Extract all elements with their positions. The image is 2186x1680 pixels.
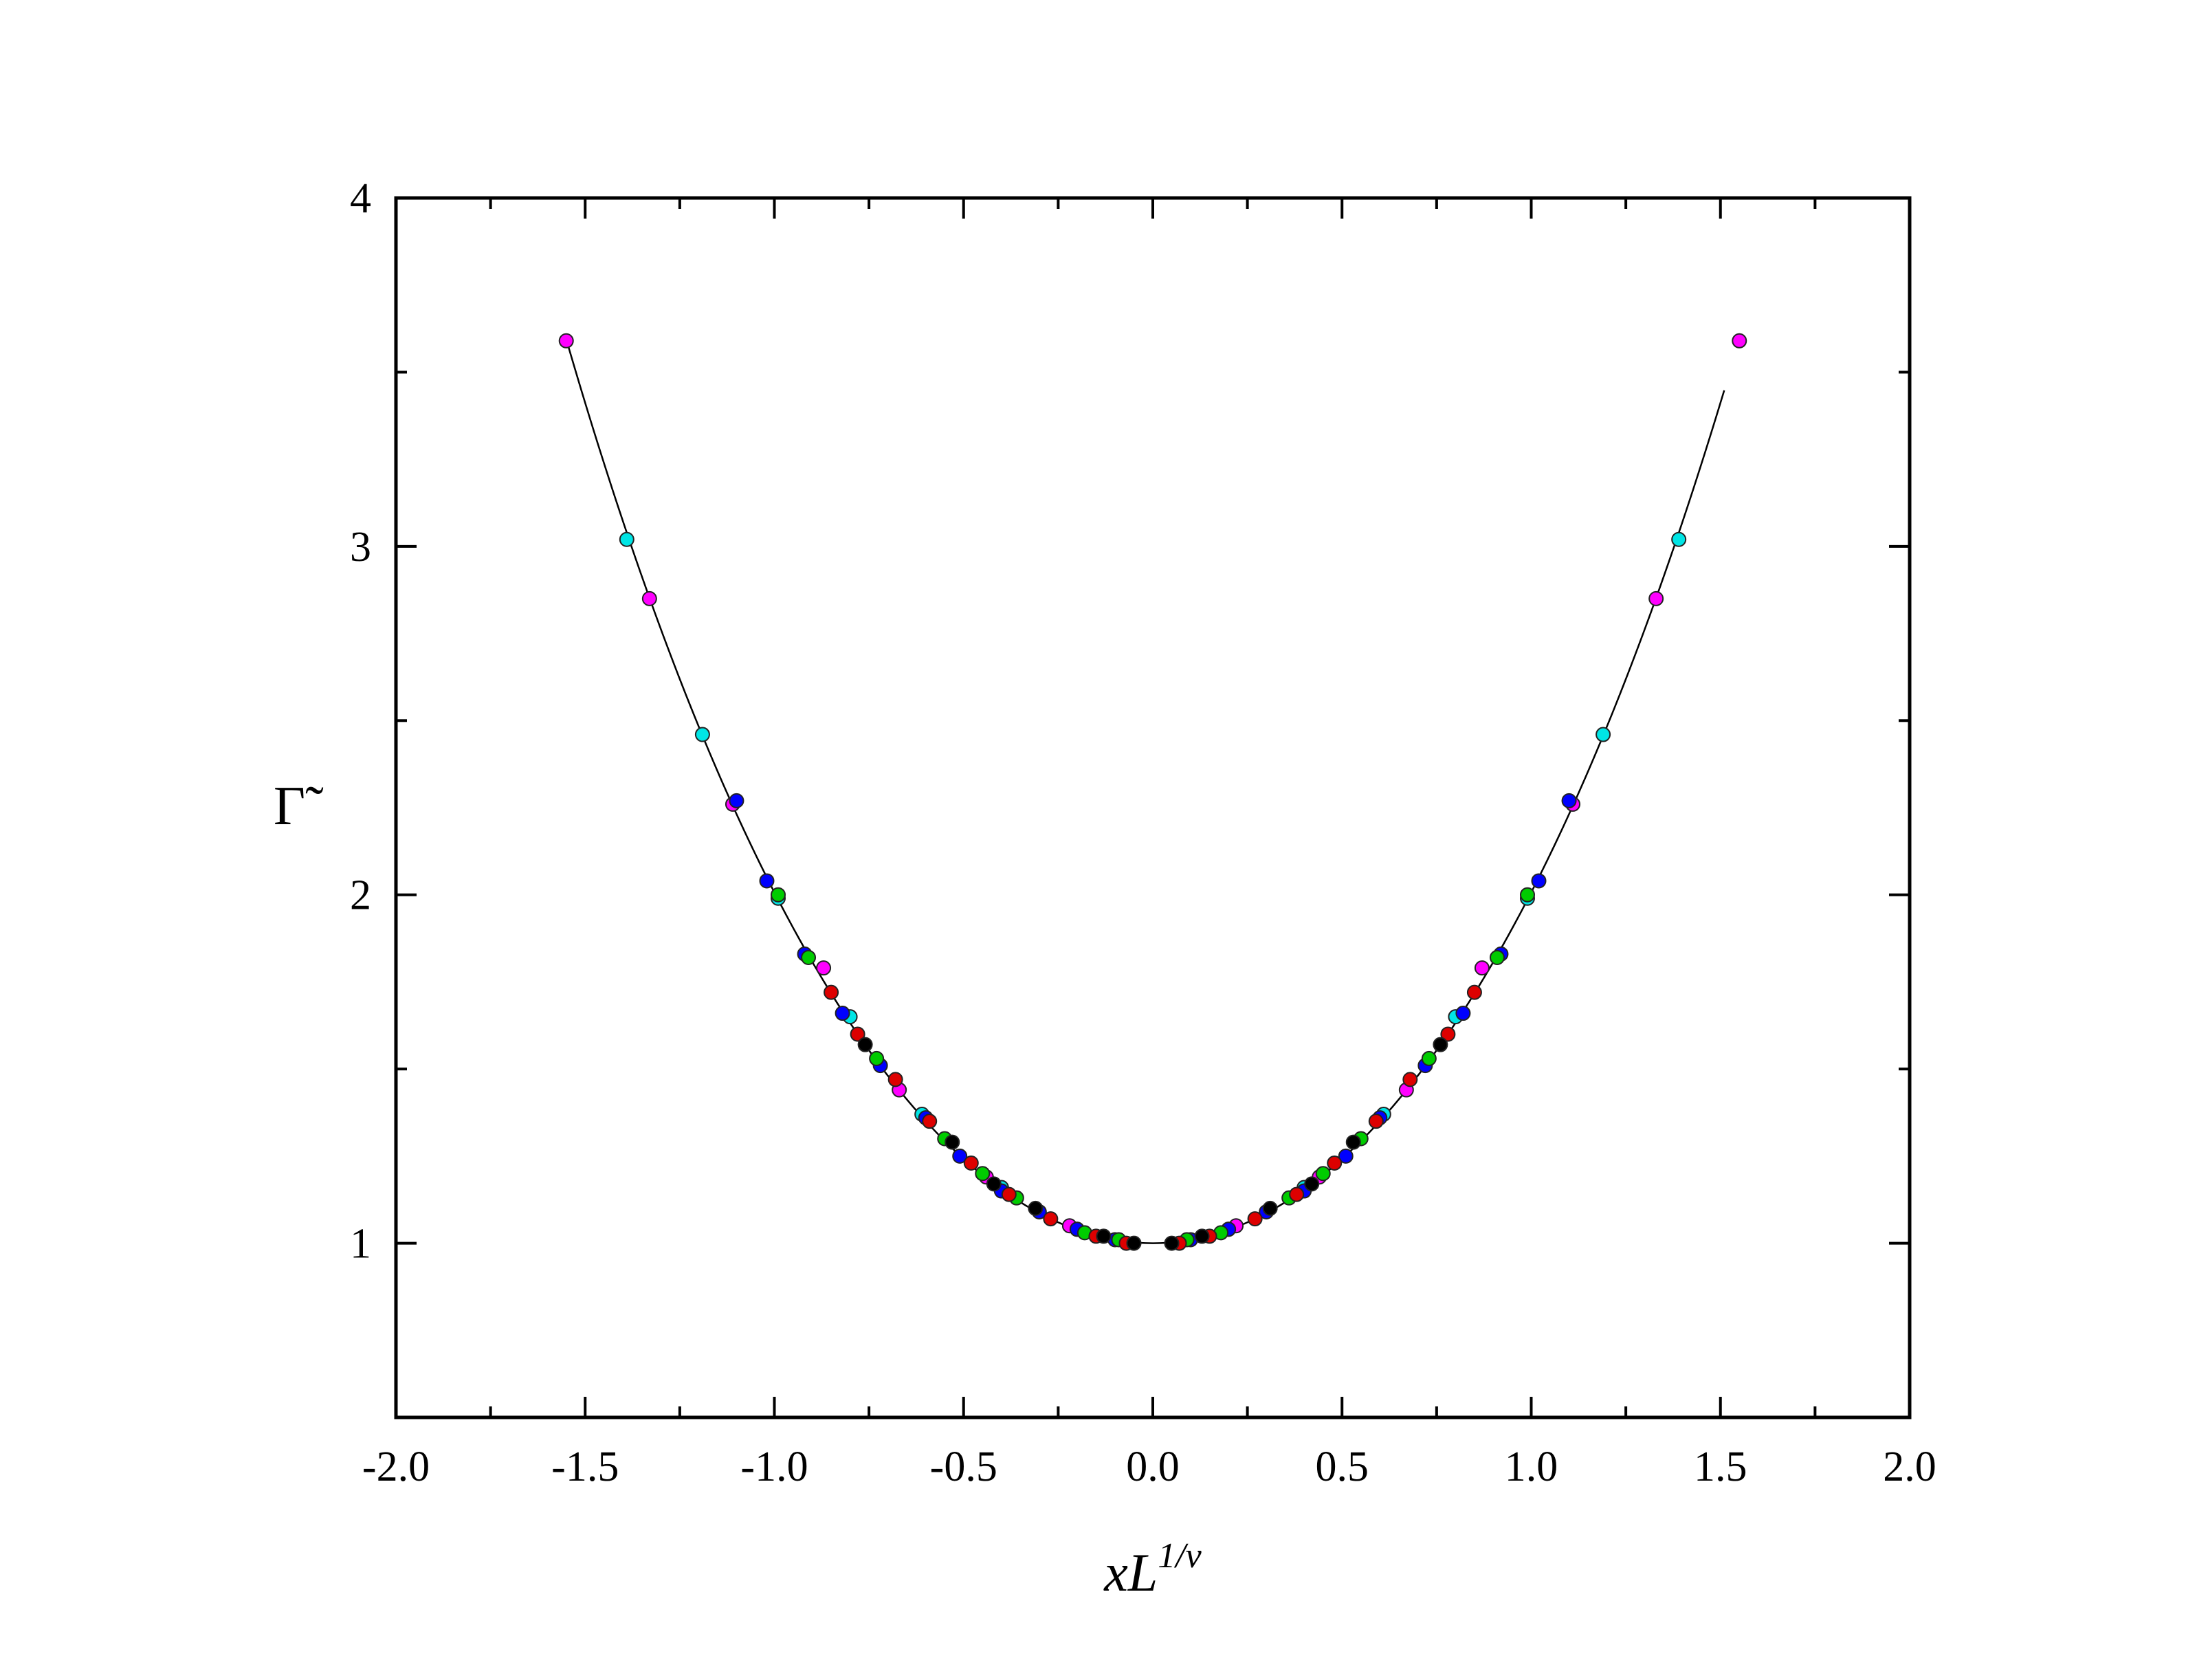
data-point xyxy=(1327,1155,1343,1171)
data-point xyxy=(816,960,832,976)
data-point xyxy=(986,1176,1002,1192)
data-point xyxy=(1368,1114,1384,1129)
data-points-layer xyxy=(558,333,1747,1251)
x-axis-title: xL1/ν xyxy=(1103,1536,1202,1602)
x-tick-label: 2.0 xyxy=(1883,1444,1936,1490)
fit-curve-layer xyxy=(565,339,1725,1244)
x-tick-label: 1.5 xyxy=(1694,1444,1747,1490)
x-tick-label: 1.0 xyxy=(1505,1444,1558,1490)
data-point xyxy=(1421,1050,1437,1066)
x-tick-label: 0.5 xyxy=(1316,1444,1369,1490)
data-point xyxy=(1028,1200,1044,1216)
data-point xyxy=(1164,1235,1180,1251)
data-point xyxy=(1561,793,1577,808)
data-point xyxy=(1096,1228,1112,1244)
plot-frame xyxy=(394,196,1912,1419)
data-point xyxy=(1338,1148,1354,1164)
x-tick-labels: -2.0 -1.5 -1.0 -0.5 0.0 0.5 1.0 1.5 2.0 xyxy=(362,1444,1936,1490)
y-tick-label: 1 xyxy=(350,1221,371,1268)
x-tick-label: -0.5 xyxy=(930,1444,997,1490)
data-point xyxy=(1671,531,1687,547)
y-tick-label: 3 xyxy=(350,524,371,571)
x-axis-title-superscript: 1/ν xyxy=(1158,1536,1202,1576)
data-point xyxy=(694,727,710,742)
data-point xyxy=(945,1134,960,1150)
data-point xyxy=(1455,1006,1471,1021)
series-3 xyxy=(771,887,1535,1248)
data-point xyxy=(1262,1200,1278,1216)
data-point xyxy=(952,1148,968,1164)
data-point xyxy=(1345,1134,1361,1150)
data-point xyxy=(641,590,657,606)
data-point xyxy=(1474,960,1490,976)
data-point xyxy=(1289,1186,1305,1202)
data-point xyxy=(1732,333,1747,349)
data-point xyxy=(1194,1228,1210,1244)
data-point xyxy=(975,1166,991,1182)
data-point xyxy=(887,1072,903,1087)
data-point xyxy=(801,949,817,965)
series-0 xyxy=(558,333,1747,1234)
data-point xyxy=(835,1006,850,1021)
data-point xyxy=(1531,873,1547,889)
series-5 xyxy=(857,1037,1448,1251)
fit-curve xyxy=(565,339,1725,1244)
data-point xyxy=(1001,1186,1017,1202)
data-point xyxy=(619,531,634,547)
x-tick-label: -2.0 xyxy=(362,1444,430,1490)
data-point xyxy=(1402,1072,1418,1087)
data-point xyxy=(729,793,744,808)
data-point xyxy=(922,1114,938,1129)
data-point xyxy=(1596,727,1611,742)
data-point xyxy=(1440,1026,1456,1042)
y-tick-label: 4 xyxy=(350,175,371,222)
x-tick-label: -1.0 xyxy=(740,1444,808,1490)
data-point xyxy=(1489,949,1505,965)
data-point xyxy=(1043,1211,1059,1227)
data-point xyxy=(1304,1176,1320,1192)
y-axis-title: Γ̃ xyxy=(274,776,324,837)
x-tick-label: 0.0 xyxy=(1126,1444,1180,1490)
series-4 xyxy=(824,984,1482,1251)
data-point xyxy=(1247,1211,1263,1227)
data-point xyxy=(1126,1235,1142,1251)
series-1 xyxy=(619,531,1687,1237)
y-tick-labels: 1 2 3 4 xyxy=(350,175,371,1268)
data-point xyxy=(759,873,775,889)
data-point xyxy=(558,333,574,349)
data-point xyxy=(1466,984,1482,1000)
data-point xyxy=(857,1037,873,1052)
y-tick-label: 2 xyxy=(350,872,371,919)
data-point xyxy=(1433,1037,1448,1052)
axis-ticks-layer xyxy=(395,197,1911,1419)
data-point xyxy=(1315,1166,1331,1182)
data-point xyxy=(963,1155,979,1171)
data-point xyxy=(824,984,839,1000)
data-point xyxy=(869,1050,885,1066)
data-point xyxy=(1648,590,1664,606)
data-point xyxy=(771,887,786,903)
data-point xyxy=(850,1026,865,1042)
x-tick-label: -1.5 xyxy=(551,1444,619,1490)
data-point xyxy=(1519,887,1535,903)
x-axis-title-base: xL xyxy=(1103,1543,1158,1602)
